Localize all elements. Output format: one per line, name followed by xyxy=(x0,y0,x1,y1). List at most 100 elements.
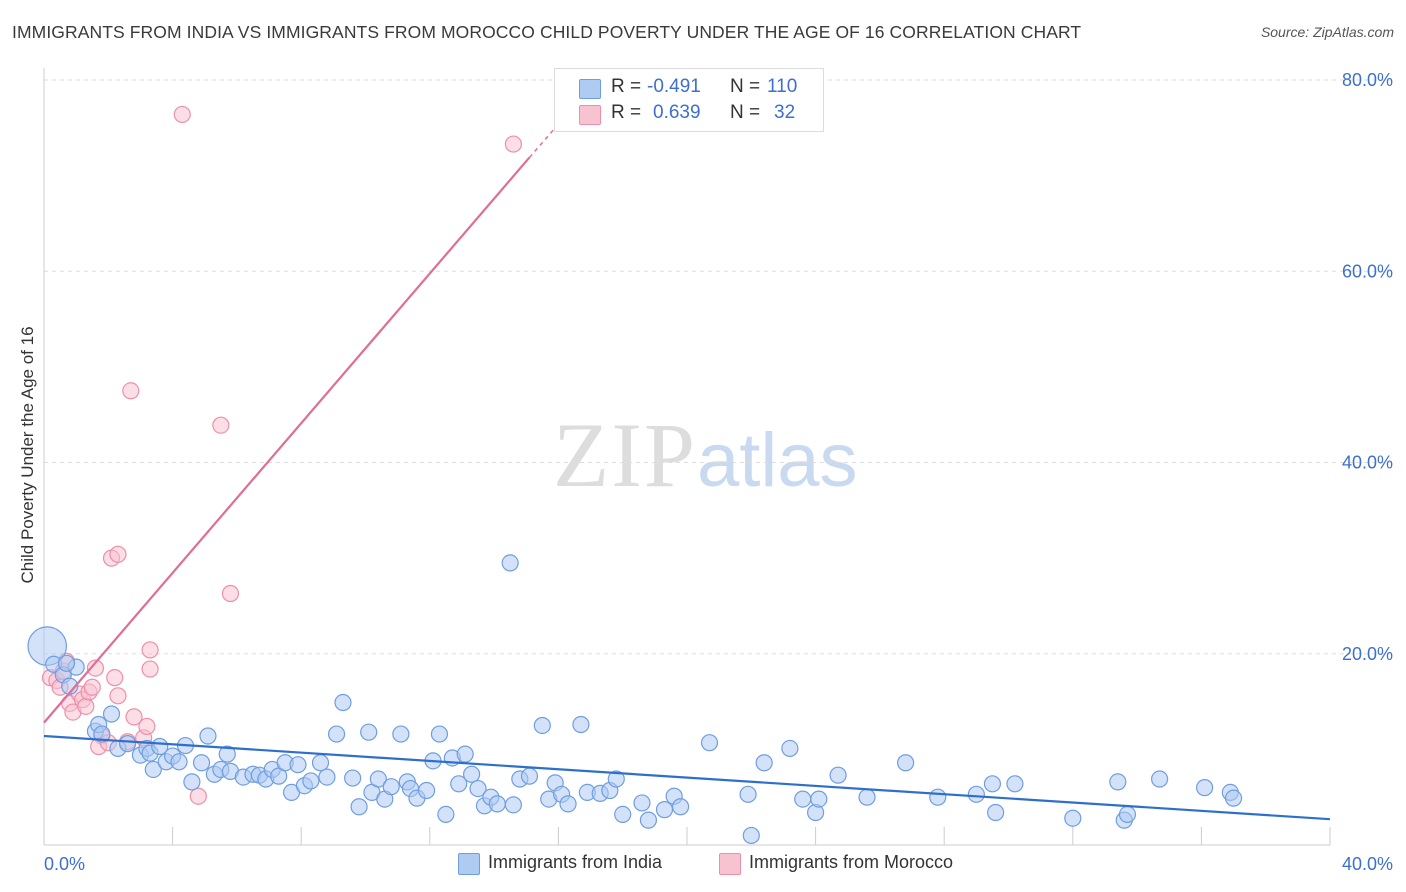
india-point xyxy=(1109,773,1127,791)
india-point xyxy=(533,716,551,735)
india-point xyxy=(987,803,1005,822)
india-point xyxy=(1006,775,1024,793)
india-point xyxy=(192,754,211,772)
morocco-trend-line xyxy=(43,156,531,724)
trend-lines xyxy=(43,101,1331,821)
morocco-point xyxy=(504,135,522,153)
india-point xyxy=(633,794,651,812)
morocco-point xyxy=(86,659,105,677)
india-point xyxy=(350,798,368,816)
india-point xyxy=(655,801,674,819)
india-point xyxy=(1224,789,1243,807)
india-point xyxy=(382,778,400,796)
india-point xyxy=(450,775,468,793)
india-point xyxy=(456,745,474,763)
series-india-points xyxy=(27,554,1243,845)
india-trend-line xyxy=(43,734,1331,821)
y-tick-label: 40.0% xyxy=(1342,453,1393,473)
legend-r-label: R = xyxy=(611,76,642,97)
india-point xyxy=(1118,805,1137,824)
morocco-point xyxy=(122,382,140,400)
grid-lines xyxy=(44,79,1392,655)
india-point xyxy=(967,785,985,803)
legend-n-label: N = xyxy=(730,102,761,123)
india-point xyxy=(742,826,760,845)
legend-swatch-india xyxy=(458,853,480,875)
india-point xyxy=(437,805,455,824)
india-point xyxy=(781,739,799,758)
morocco-point xyxy=(109,687,127,705)
india-point xyxy=(144,760,162,779)
x-tick-label: 0.0% xyxy=(44,854,85,874)
india-point xyxy=(1064,809,1082,827)
legend-r-label: R = xyxy=(611,102,642,123)
india-point xyxy=(897,754,915,772)
india-point xyxy=(671,798,690,816)
india-point xyxy=(334,693,352,712)
y-tick-label: 80.0% xyxy=(1342,70,1393,90)
india-point xyxy=(183,773,201,791)
y-tick-label: 20.0% xyxy=(1342,644,1393,664)
india-point xyxy=(983,775,1002,793)
india-point xyxy=(93,725,111,743)
india-point xyxy=(57,654,76,672)
morocco-point xyxy=(221,584,240,603)
legend-swatch-morocco xyxy=(579,105,601,125)
morocco-point xyxy=(138,717,156,736)
watermark-zip: ZIP xyxy=(553,404,697,506)
india-point xyxy=(369,770,387,788)
morocco-point xyxy=(141,660,159,678)
series-morocco-points xyxy=(41,105,522,805)
india-point xyxy=(462,765,481,783)
y-tick-label: 60.0% xyxy=(1342,261,1393,281)
legend-r-value: -0.491 xyxy=(647,76,701,97)
india-point xyxy=(858,788,876,806)
legend-label-india: Immigrants from India xyxy=(488,852,663,872)
india-point xyxy=(327,725,346,743)
india-point xyxy=(829,766,847,784)
morocco-point xyxy=(77,697,95,715)
india-point xyxy=(739,785,757,803)
morocco-point xyxy=(189,787,207,805)
india-point xyxy=(700,734,719,752)
legend-n-label: N = xyxy=(730,76,761,97)
india-point xyxy=(118,735,137,753)
india-point xyxy=(289,756,307,774)
morocco-point xyxy=(109,545,127,563)
source-credit: Source: ZipAtlas.com xyxy=(1260,24,1394,40)
morocco-point xyxy=(173,105,191,124)
india-point xyxy=(794,790,812,808)
india-point xyxy=(501,554,519,572)
india-point xyxy=(392,725,410,743)
india-point xyxy=(469,779,487,798)
india-point xyxy=(102,705,121,723)
india-point xyxy=(639,811,658,829)
watermark: ZIPatlas xyxy=(553,402,858,508)
legend-n-value: 110 xyxy=(767,76,798,97)
india-point xyxy=(170,753,188,771)
india-point xyxy=(504,796,522,814)
x-tick-label: 40.0% xyxy=(1342,854,1393,874)
chart-title: IMMIGRANTS FROM INDIA VS IMMIGRANTS FROM… xyxy=(12,22,1082,42)
y-axis-label: Child Poverty Under the Age of 16 xyxy=(18,326,37,584)
india-point xyxy=(318,768,336,786)
india-point xyxy=(810,790,828,808)
morocco-point xyxy=(125,708,143,726)
legend-n-value: 32 xyxy=(774,102,796,123)
india-point xyxy=(929,788,947,806)
tick-labels: 20.0% 40.0% 60.0% 80.0% 0.0% 40.0% xyxy=(44,70,1393,874)
morocco-point xyxy=(83,678,101,696)
morocco-point xyxy=(106,669,124,687)
india-point xyxy=(1151,770,1169,788)
india-point xyxy=(344,769,362,787)
india-point xyxy=(218,745,236,763)
india-point xyxy=(302,772,320,790)
india-point xyxy=(360,723,378,741)
india-point xyxy=(1196,779,1214,797)
india-point xyxy=(607,770,625,788)
india-point xyxy=(520,767,539,785)
stats-legend: R = -0.491 N = 110 R = 0.639 N = 32 xyxy=(554,68,824,132)
india-point xyxy=(572,715,590,734)
axes xyxy=(43,68,1331,846)
